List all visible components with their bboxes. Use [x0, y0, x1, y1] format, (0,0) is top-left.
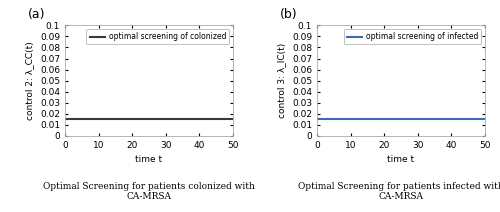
optimal screening of colonized: [230, 118, 236, 120]
X-axis label: time t: time t: [388, 155, 414, 164]
X-axis label: time t: time t: [136, 155, 162, 164]
optimal screening of colonized: [130, 118, 136, 120]
Text: Optimal Screening for patients infected with
CA-MRSA: Optimal Screening for patients infected …: [298, 182, 500, 201]
Text: (a): (a): [28, 8, 46, 21]
optimal screening of infected: [482, 118, 488, 120]
optimal screening of infected: [382, 118, 388, 120]
optimal screening of colonized: [79, 118, 85, 120]
optimal screening of infected: [430, 118, 436, 120]
optimal screening of colonized: [136, 118, 142, 120]
optimal screening of infected: [331, 118, 337, 120]
optimal screening of colonized: [193, 118, 199, 120]
Legend: optimal screening of infected: optimal screening of infected: [344, 29, 481, 44]
Y-axis label: control 3: λ_IC(t): control 3: λ_IC(t): [278, 43, 286, 118]
optimal screening of colonized: [196, 118, 202, 120]
Y-axis label: control 2: λ_CC(t): control 2: λ_CC(t): [26, 41, 35, 120]
optimal screening of infected: [448, 118, 454, 120]
Text: (b): (b): [280, 8, 297, 21]
Text: Optimal Screening for patients colonized with
CA-MRSA: Optimal Screening for patients colonized…: [43, 182, 255, 201]
optimal screening of colonized: [62, 118, 68, 120]
optimal screening of infected: [445, 118, 451, 120]
optimal screening of infected: [314, 118, 320, 120]
optimal screening of infected: [388, 118, 394, 120]
optimal screening of colonized: [178, 118, 184, 120]
Legend: optimal screening of colonized: optimal screening of colonized: [86, 29, 229, 44]
